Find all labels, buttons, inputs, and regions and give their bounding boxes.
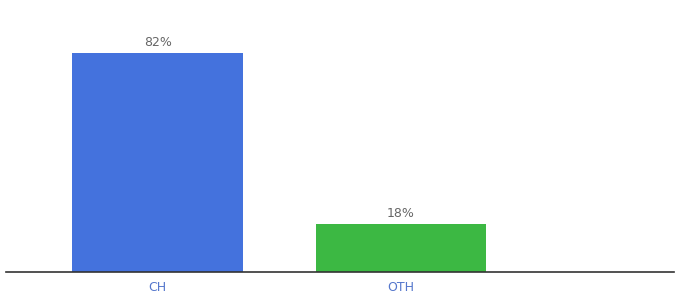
Text: 82%: 82% <box>143 37 171 50</box>
Bar <box>316 224 486 272</box>
Bar <box>73 53 243 272</box>
Text: 18%: 18% <box>387 207 415 220</box>
